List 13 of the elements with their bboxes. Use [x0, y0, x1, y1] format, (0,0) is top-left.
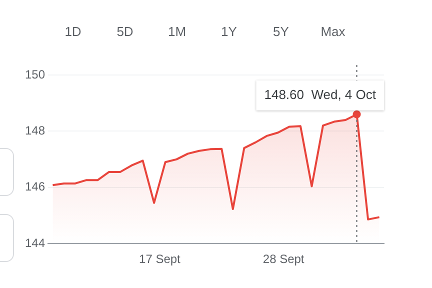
- y-tick-label: 150: [24, 67, 46, 82]
- text: 1D: [64, 23, 82, 41]
- text: 1M: [166, 23, 188, 41]
- x-tick-label: 28 Sept: [262, 252, 305, 266]
- text: Max: [320, 23, 346, 41]
- x-tick-label: 17 Sept: [139, 252, 182, 266]
- text: 1Y: [220, 23, 238, 41]
- y-tick-label: 146: [24, 180, 46, 194]
- annotation: 148.60 Wed, 4 Oct: [264, 86, 376, 102]
- text: 5Y: [272, 23, 290, 41]
- y-tick-label: 144: [24, 236, 46, 250]
- y-tick-label: 148: [24, 124, 46, 138]
- text: 5D: [116, 23, 134, 41]
